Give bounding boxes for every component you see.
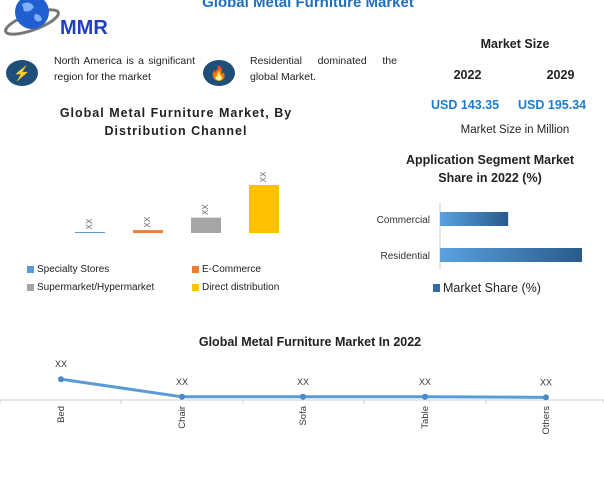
page-title: Global Metal Furniture Market [202, 0, 414, 11]
lightning-icon: ⚡ [6, 60, 38, 86]
legend-supermarket: Supermarket/Hypermarket [27, 282, 154, 293]
market-size-title: Market Size [480, 37, 550, 51]
bar-supermarket-hypermarket [191, 217, 221, 233]
data-label: XX [297, 377, 309, 387]
point-sofa [300, 393, 306, 400]
year-2022: 2022 [453, 68, 482, 82]
bar-direct-distribution [249, 185, 279, 233]
category-label: Commercial [377, 215, 430, 226]
mmr-logo: MMR [4, 0, 108, 39]
data-label: XX [201, 204, 210, 215]
year-2029: 2029 [546, 68, 575, 82]
segment-line-chart: XX Bed XX Chair XX Sofa XX Table XX Others [0, 359, 604, 435]
legend-ecommerce: E-Commerce [192, 264, 261, 275]
data-label: XX [85, 218, 94, 229]
value-2022: USD 143.35 [431, 98, 500, 112]
category-label: Residential [381, 251, 430, 262]
bar-residential [440, 248, 582, 262]
legend-swatch [433, 284, 440, 292]
category-label: Bed [56, 406, 67, 423]
data-label: XX [176, 377, 188, 387]
distribution-chart-title: Global Metal Furniture Market, By Distri… [59, 106, 293, 138]
market-size-unit: Market Size in Million [460, 124, 570, 136]
fact-residential: Residential dominated the global Market. [250, 55, 397, 83]
category-label: Chair [177, 406, 188, 429]
data-label: XX [419, 377, 431, 387]
data-label: XX [540, 377, 552, 387]
application-chart-title: Application Segment Market Share in 2022… [405, 153, 575, 185]
category-label: Sofa [298, 405, 309, 425]
legend-swatch [27, 266, 34, 273]
category-label: Table [420, 406, 431, 429]
fact-north-america: North America is a significant region fo… [54, 55, 195, 83]
application-bar-chart: Commercial Residential [377, 202, 582, 270]
bar-e-commerce [133, 230, 163, 233]
point-table [422, 393, 428, 400]
legend-label: Market Share (%) [443, 281, 541, 295]
svg-text:MMR: MMR [60, 17, 108, 39]
point-bed [58, 376, 64, 383]
bar-commercial [440, 212, 509, 226]
point-others [543, 394, 549, 401]
legend-label: Supermarket/Hypermarket [37, 282, 155, 293]
flame-icon: 🔥 [203, 60, 235, 86]
value-2029: USD 195.34 [518, 98, 587, 112]
legend-label: Specialty Stores [37, 264, 110, 275]
legend-label: E-Commerce [202, 264, 261, 275]
category-label: Others [541, 406, 552, 435]
bar-specialty-stores [75, 232, 105, 233]
legend-swatch [192, 266, 199, 273]
data-label: XX [143, 216, 152, 227]
legend-label: Direct distribution [202, 282, 280, 293]
data-label: XX [55, 359, 67, 369]
line-chart-title: Global Metal Furniture Market In 2022 [198, 335, 422, 349]
legend-swatch [27, 284, 34, 291]
legend-market-share: Market Share (%) [433, 281, 541, 295]
legend-swatch [192, 284, 199, 291]
data-label: XX [259, 171, 268, 182]
legend-specialty: Specialty Stores [27, 264, 109, 275]
point-chair [179, 393, 185, 400]
distribution-bar-chart: XX XX XX XX [75, 171, 279, 233]
legend-direct: Direct distribution [192, 282, 279, 293]
